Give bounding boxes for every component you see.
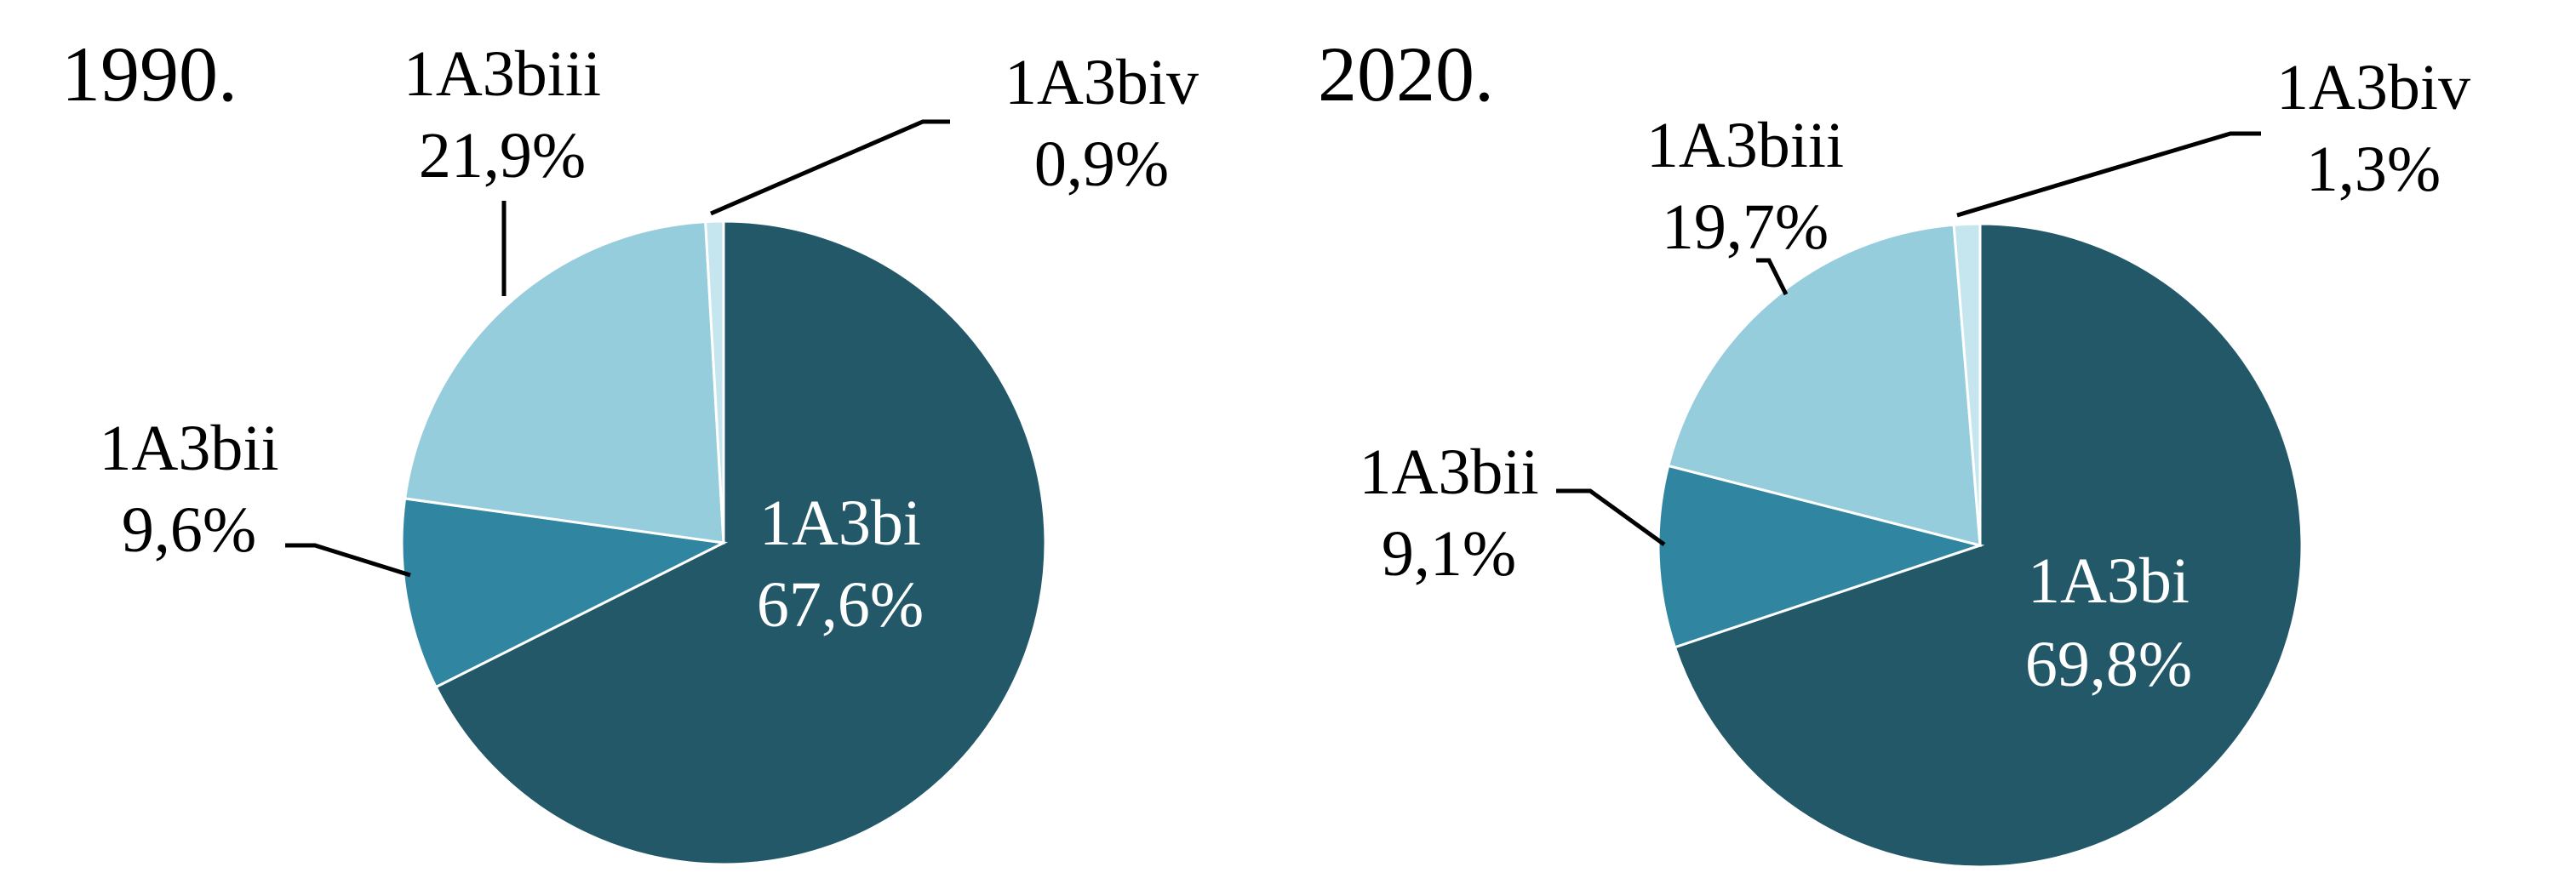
slice-label-2020-1a3biv: 1A3biv (2276, 52, 2470, 123)
leader-line-1990-1a3biv (710, 119, 950, 216)
pie-slice-1990-1a3biv (704, 220, 725, 544)
slice-label-1990-1a3bii: 1A3bii (99, 413, 278, 484)
slice-label-2020-1a3bii: 1A3bii (1359, 436, 1538, 508)
leader-line-1990-1a3bii (285, 543, 411, 578)
slice-value-1990-1a3bii: 9,6% (122, 494, 256, 566)
pie-slice-1990-1a3bii (400, 497, 728, 689)
pie-slice-1990-1a3biii (403, 220, 725, 545)
pie-slice-2020-1a3biv (1952, 222, 1982, 546)
pie-chart-1990: 1990. 1A3biii 21,9% 1A3biv 0,9% 1A3bii 9… (61, 31, 1199, 866)
pie-slice-2020-1a3biii (1666, 223, 1982, 547)
slice-label-2020-1a3bi: 1A3bi (2028, 545, 2190, 617)
slice-label-2020-1a3biii: 1A3biii (1646, 110, 1844, 181)
slice-label-1990-1a3bi: 1A3bi (759, 488, 921, 559)
leader-line-2020-1a3bii (1556, 488, 1666, 547)
chart-title-2020: 2020. (1318, 31, 1494, 117)
slice-label-1990-1a3biv: 1A3biv (1005, 47, 1199, 118)
pie-slices-2020 (1657, 222, 2304, 869)
leader-line-2020-1a3biv (1956, 131, 2261, 218)
slice-value-1990-1a3biii: 21,9% (419, 120, 586, 191)
pie-slice-2020-1a3bi (1673, 222, 2304, 869)
slice-value-2020-1a3biv: 1,3% (2306, 134, 2441, 205)
pie-slices-1990 (400, 220, 1047, 866)
leader-line-2020-1a3biii (1756, 258, 1789, 296)
pie-slice-1990-1a3bi (434, 220, 1047, 866)
slice-label-1990-1a3biii: 1A3biii (404, 38, 601, 110)
slice-value-2020-1a3bii: 9,1% (1382, 518, 1516, 590)
slice-value-2020-1a3bi: 69,8% (2025, 629, 2192, 700)
slice-value-1990-1a3bi: 67,6% (757, 569, 924, 641)
slice-value-2020-1a3biii: 19,7% (1662, 191, 1829, 263)
slice-value-1990-1a3biv: 0,9% (1034, 128, 1169, 200)
chart-title-1990: 1990. (61, 31, 238, 117)
pie-slice-2020-1a3bii (1657, 464, 1985, 649)
pie-chart-2020: 2020. 1A3biii 19,7% 1A3biv 1,3% 1A3bii 9… (1318, 31, 2470, 869)
